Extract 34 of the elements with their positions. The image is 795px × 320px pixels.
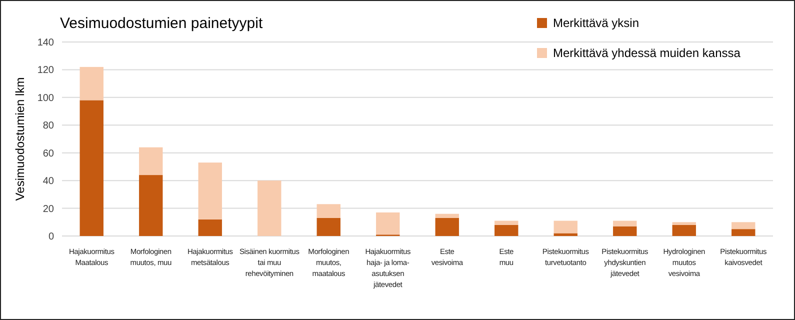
bar <box>732 222 756 230</box>
bar <box>613 226 637 236</box>
bar <box>139 175 163 236</box>
y-axis-title: Vesimuodostumien lkm <box>13 77 27 201</box>
bar <box>80 66 104 100</box>
bar <box>198 162 222 220</box>
y-tick-label: 0 <box>48 232 54 242</box>
bar <box>435 214 459 218</box>
bar <box>613 220 637 226</box>
bar <box>554 233 578 236</box>
bar <box>435 218 459 236</box>
y-tick-label: 80 <box>42 120 54 132</box>
bar <box>672 224 696 236</box>
y-tick-label: 60 <box>42 148 54 160</box>
y-tick-label: 40 <box>42 176 54 188</box>
y-tick-label: 140 <box>37 38 54 48</box>
legend-label: Merkittävä yhdessä muiden kanssa <box>553 46 741 60</box>
y-tick-label: 20 <box>42 204 54 215</box>
bar <box>316 218 340 236</box>
legend-label: Merkittävä yksin <box>553 16 640 30</box>
bar <box>494 224 518 236</box>
y-tick-label: 100 <box>37 92 54 104</box>
bar <box>316 204 340 218</box>
bar <box>80 100 104 236</box>
chart-title: Vesimuodostumien painetyypit <box>60 15 264 32</box>
bar <box>672 222 696 225</box>
y-tick-label: 120 <box>37 65 54 76</box>
bar <box>494 220 518 225</box>
bar <box>376 212 400 235</box>
bar <box>554 220 578 234</box>
bar <box>732 229 756 236</box>
bar <box>139 147 163 176</box>
bar <box>258 180 282 236</box>
bar <box>198 219 222 236</box>
